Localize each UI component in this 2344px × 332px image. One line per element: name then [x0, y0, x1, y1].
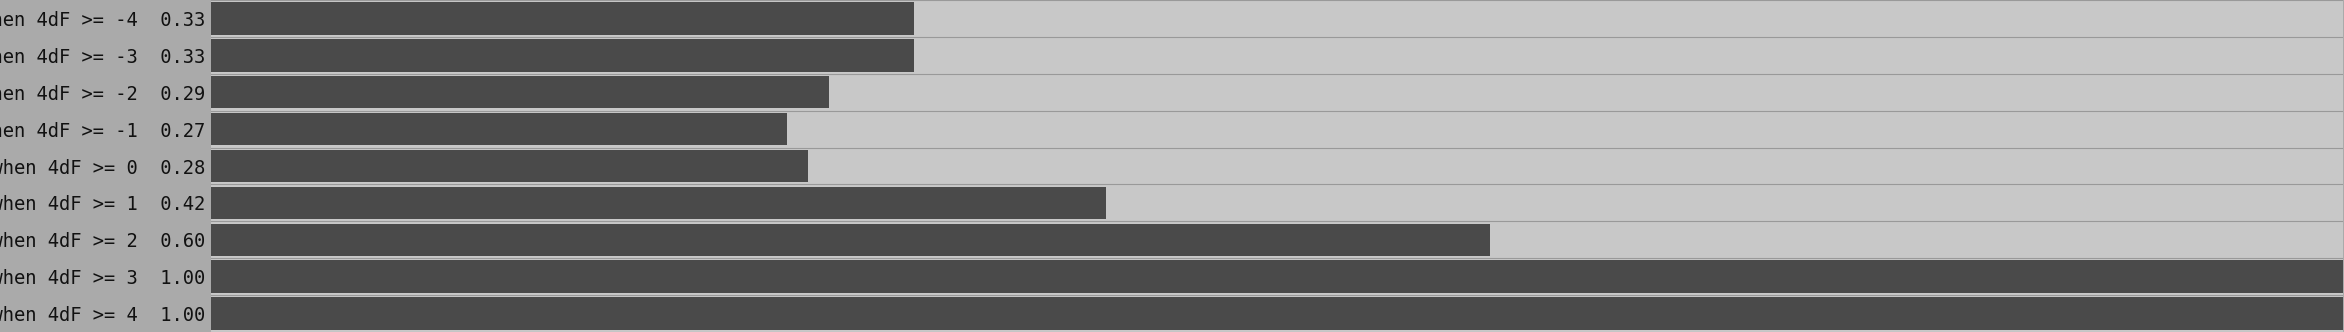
Bar: [211, 260, 2344, 293]
Bar: [211, 39, 914, 72]
Bar: [211, 187, 1106, 219]
Bar: [211, 76, 830, 109]
Bar: [211, 223, 1491, 256]
Bar: [211, 2, 914, 35]
Bar: [211, 113, 788, 145]
Bar: [211, 297, 2344, 330]
Bar: [211, 150, 809, 182]
